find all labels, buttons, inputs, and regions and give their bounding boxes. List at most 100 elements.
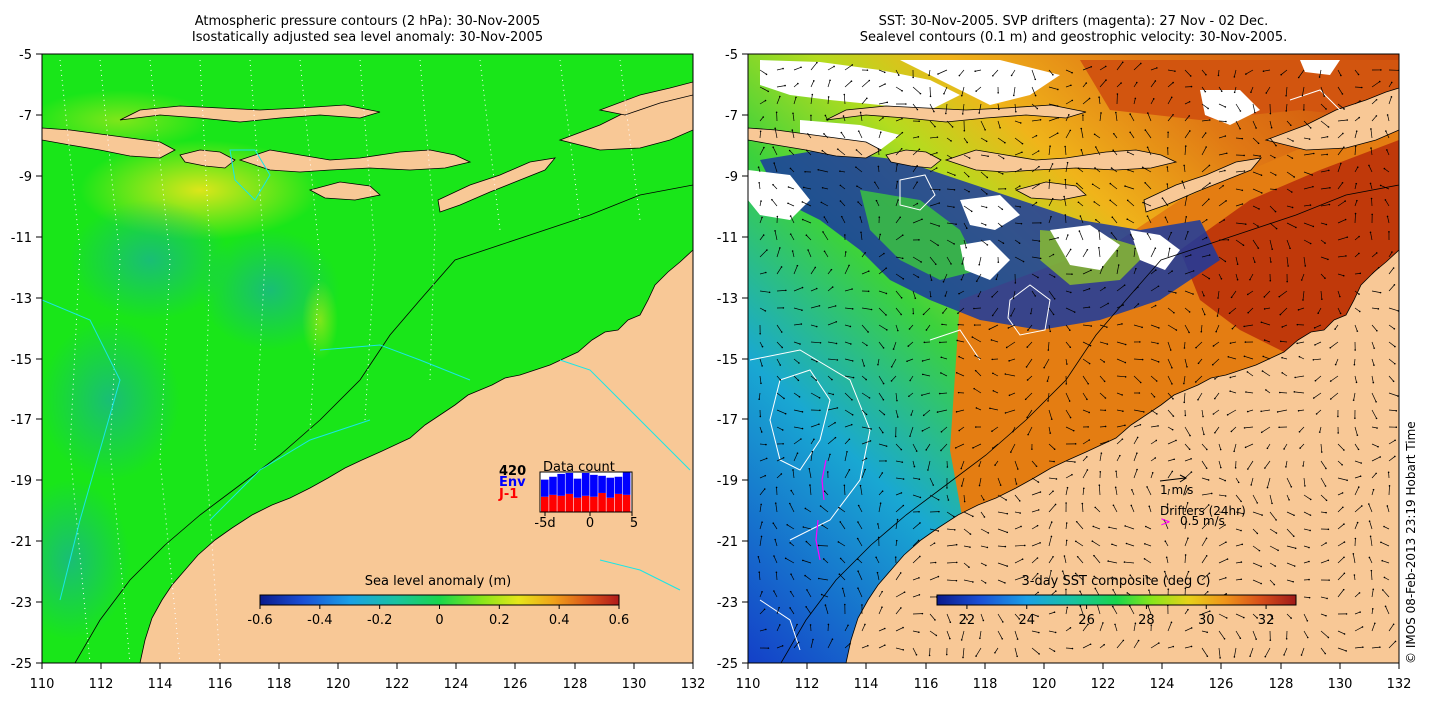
velocity-arrow-head xyxy=(1111,576,1114,579)
velocity-arrow-head xyxy=(865,413,868,416)
velocity-arrow-head xyxy=(1065,522,1068,524)
velocity-arrow-head xyxy=(1274,565,1277,567)
velocity-arrow xyxy=(843,94,846,105)
velocity-arrow xyxy=(1082,643,1091,649)
velocity-arrow-head xyxy=(789,215,792,217)
velocity-arrow-head xyxy=(1357,73,1360,76)
velocity-arrow-head xyxy=(962,656,964,659)
velocity-arrow xyxy=(1030,307,1033,314)
velocity-arrow xyxy=(1116,304,1124,309)
velocity-arrow-head xyxy=(940,430,943,433)
velocity-arrow-head xyxy=(839,170,841,172)
velocity-arrow-head xyxy=(783,397,785,400)
velocity-arrow xyxy=(895,519,898,530)
velocity-arrow-head xyxy=(839,521,842,523)
velocity-arrow-head xyxy=(1337,432,1339,434)
velocity-arrow-head xyxy=(1242,244,1245,247)
velocity-arrow xyxy=(820,505,829,513)
velocity-arrow xyxy=(1337,200,1346,207)
velocity-arrow xyxy=(793,323,802,326)
velocity-arrow-head xyxy=(1037,276,1039,279)
velocity-arrow-head xyxy=(1370,569,1373,572)
velocity-arrow-head xyxy=(1327,636,1330,639)
velocity-arrow-head xyxy=(902,504,905,507)
velocity-arrow xyxy=(929,239,939,246)
velocity-arrow-head xyxy=(1281,356,1283,359)
velocity-arrow xyxy=(1010,307,1016,317)
velocity-arrow xyxy=(1337,147,1345,156)
velocity-arrow-head xyxy=(1355,182,1358,185)
velocity-arrow xyxy=(810,451,813,462)
velocity-arrow-head xyxy=(1271,248,1274,250)
velocity-arrow xyxy=(909,324,914,330)
velocity-arrow-head xyxy=(845,251,847,253)
velocity-arrow xyxy=(1133,358,1143,360)
velocity-scale-label: 1 m/s xyxy=(1160,483,1193,497)
velocity-arrow-head xyxy=(787,186,790,188)
velocity-arrow xyxy=(980,120,986,130)
velocity-arrow-head xyxy=(1231,327,1234,330)
velocity-arrow xyxy=(1380,542,1390,547)
velocity-arrow-head xyxy=(1239,637,1242,640)
velocity-arrow-head xyxy=(900,607,902,609)
velocity-arrow xyxy=(1064,179,1067,190)
velocity-arrow-head xyxy=(817,577,820,580)
velocity-arrow-head xyxy=(1210,492,1213,495)
velocity-arrow xyxy=(758,167,761,173)
velocity-arrow-head xyxy=(1229,342,1232,344)
velocity-arrow xyxy=(844,80,852,88)
velocity-arrow xyxy=(1320,596,1328,599)
velocity-arrow-head xyxy=(1271,502,1273,505)
velocity-arrow-head xyxy=(1183,401,1186,404)
velocity-arrow-head xyxy=(936,151,938,154)
velocity-arrow xyxy=(810,94,813,105)
velocity-arrow-head xyxy=(1289,247,1291,250)
velocity-arrow xyxy=(1269,528,1277,534)
velocity-arrow xyxy=(1235,494,1242,502)
velocity-arrow xyxy=(963,545,971,548)
velocity-arrow xyxy=(937,409,948,413)
velocity-arrow xyxy=(1147,233,1152,241)
velocity-arrow-head xyxy=(955,543,958,546)
velocity-arrow xyxy=(961,273,965,280)
velocity-arrow-head xyxy=(1375,472,1377,475)
velocity-arrow xyxy=(861,426,872,430)
velocity-arrow xyxy=(1144,558,1152,564)
velocity-arrow xyxy=(895,86,903,92)
velocity-arrow-head xyxy=(916,202,919,205)
velocity-arrow xyxy=(1244,324,1254,327)
velocity-arrow xyxy=(961,630,965,640)
velocity-arrow-head xyxy=(1301,94,1304,97)
velocity-arrow xyxy=(1235,239,1244,246)
velocity-arrow xyxy=(1303,222,1314,227)
velocity-arrow xyxy=(963,188,970,192)
velocity-arrow-head xyxy=(789,167,792,170)
velocity-arrow-head xyxy=(1018,500,1021,502)
velocity-arrow xyxy=(1283,647,1288,656)
velocity-arrow-head xyxy=(1158,327,1160,329)
velocity-arrow xyxy=(1269,137,1277,146)
velocity-arrow-head xyxy=(954,174,956,176)
velocity-arrow-head xyxy=(983,498,985,501)
velocity-arrow-head xyxy=(1069,329,1071,332)
velocity-arrow-head xyxy=(1262,355,1265,358)
velocity-arrow-head xyxy=(1078,230,1081,232)
velocity-arrow-head xyxy=(1325,542,1327,544)
right-y-tick-label: -19 xyxy=(717,474,738,489)
velocity-arrow-head xyxy=(955,371,958,374)
velocity-arrow-head xyxy=(896,180,899,183)
velocity-arrow xyxy=(963,154,970,159)
velocity-arrow-head xyxy=(1209,610,1211,612)
velocity-arrow xyxy=(929,542,935,547)
velocity-arrow-head xyxy=(1277,549,1279,552)
velocity-arrow xyxy=(929,494,939,501)
velocity-arrow xyxy=(1027,426,1033,435)
velocity-arrow xyxy=(822,187,829,190)
velocity-arrow xyxy=(793,265,798,275)
velocity-arrow-head xyxy=(1070,291,1072,294)
velocity-arrow-head xyxy=(1308,578,1310,581)
velocity-arrow-head xyxy=(1258,549,1261,552)
velocity-arrow xyxy=(1263,356,1271,360)
velocity-arrow-head xyxy=(1012,94,1015,97)
velocity-arrow-head xyxy=(864,468,866,471)
